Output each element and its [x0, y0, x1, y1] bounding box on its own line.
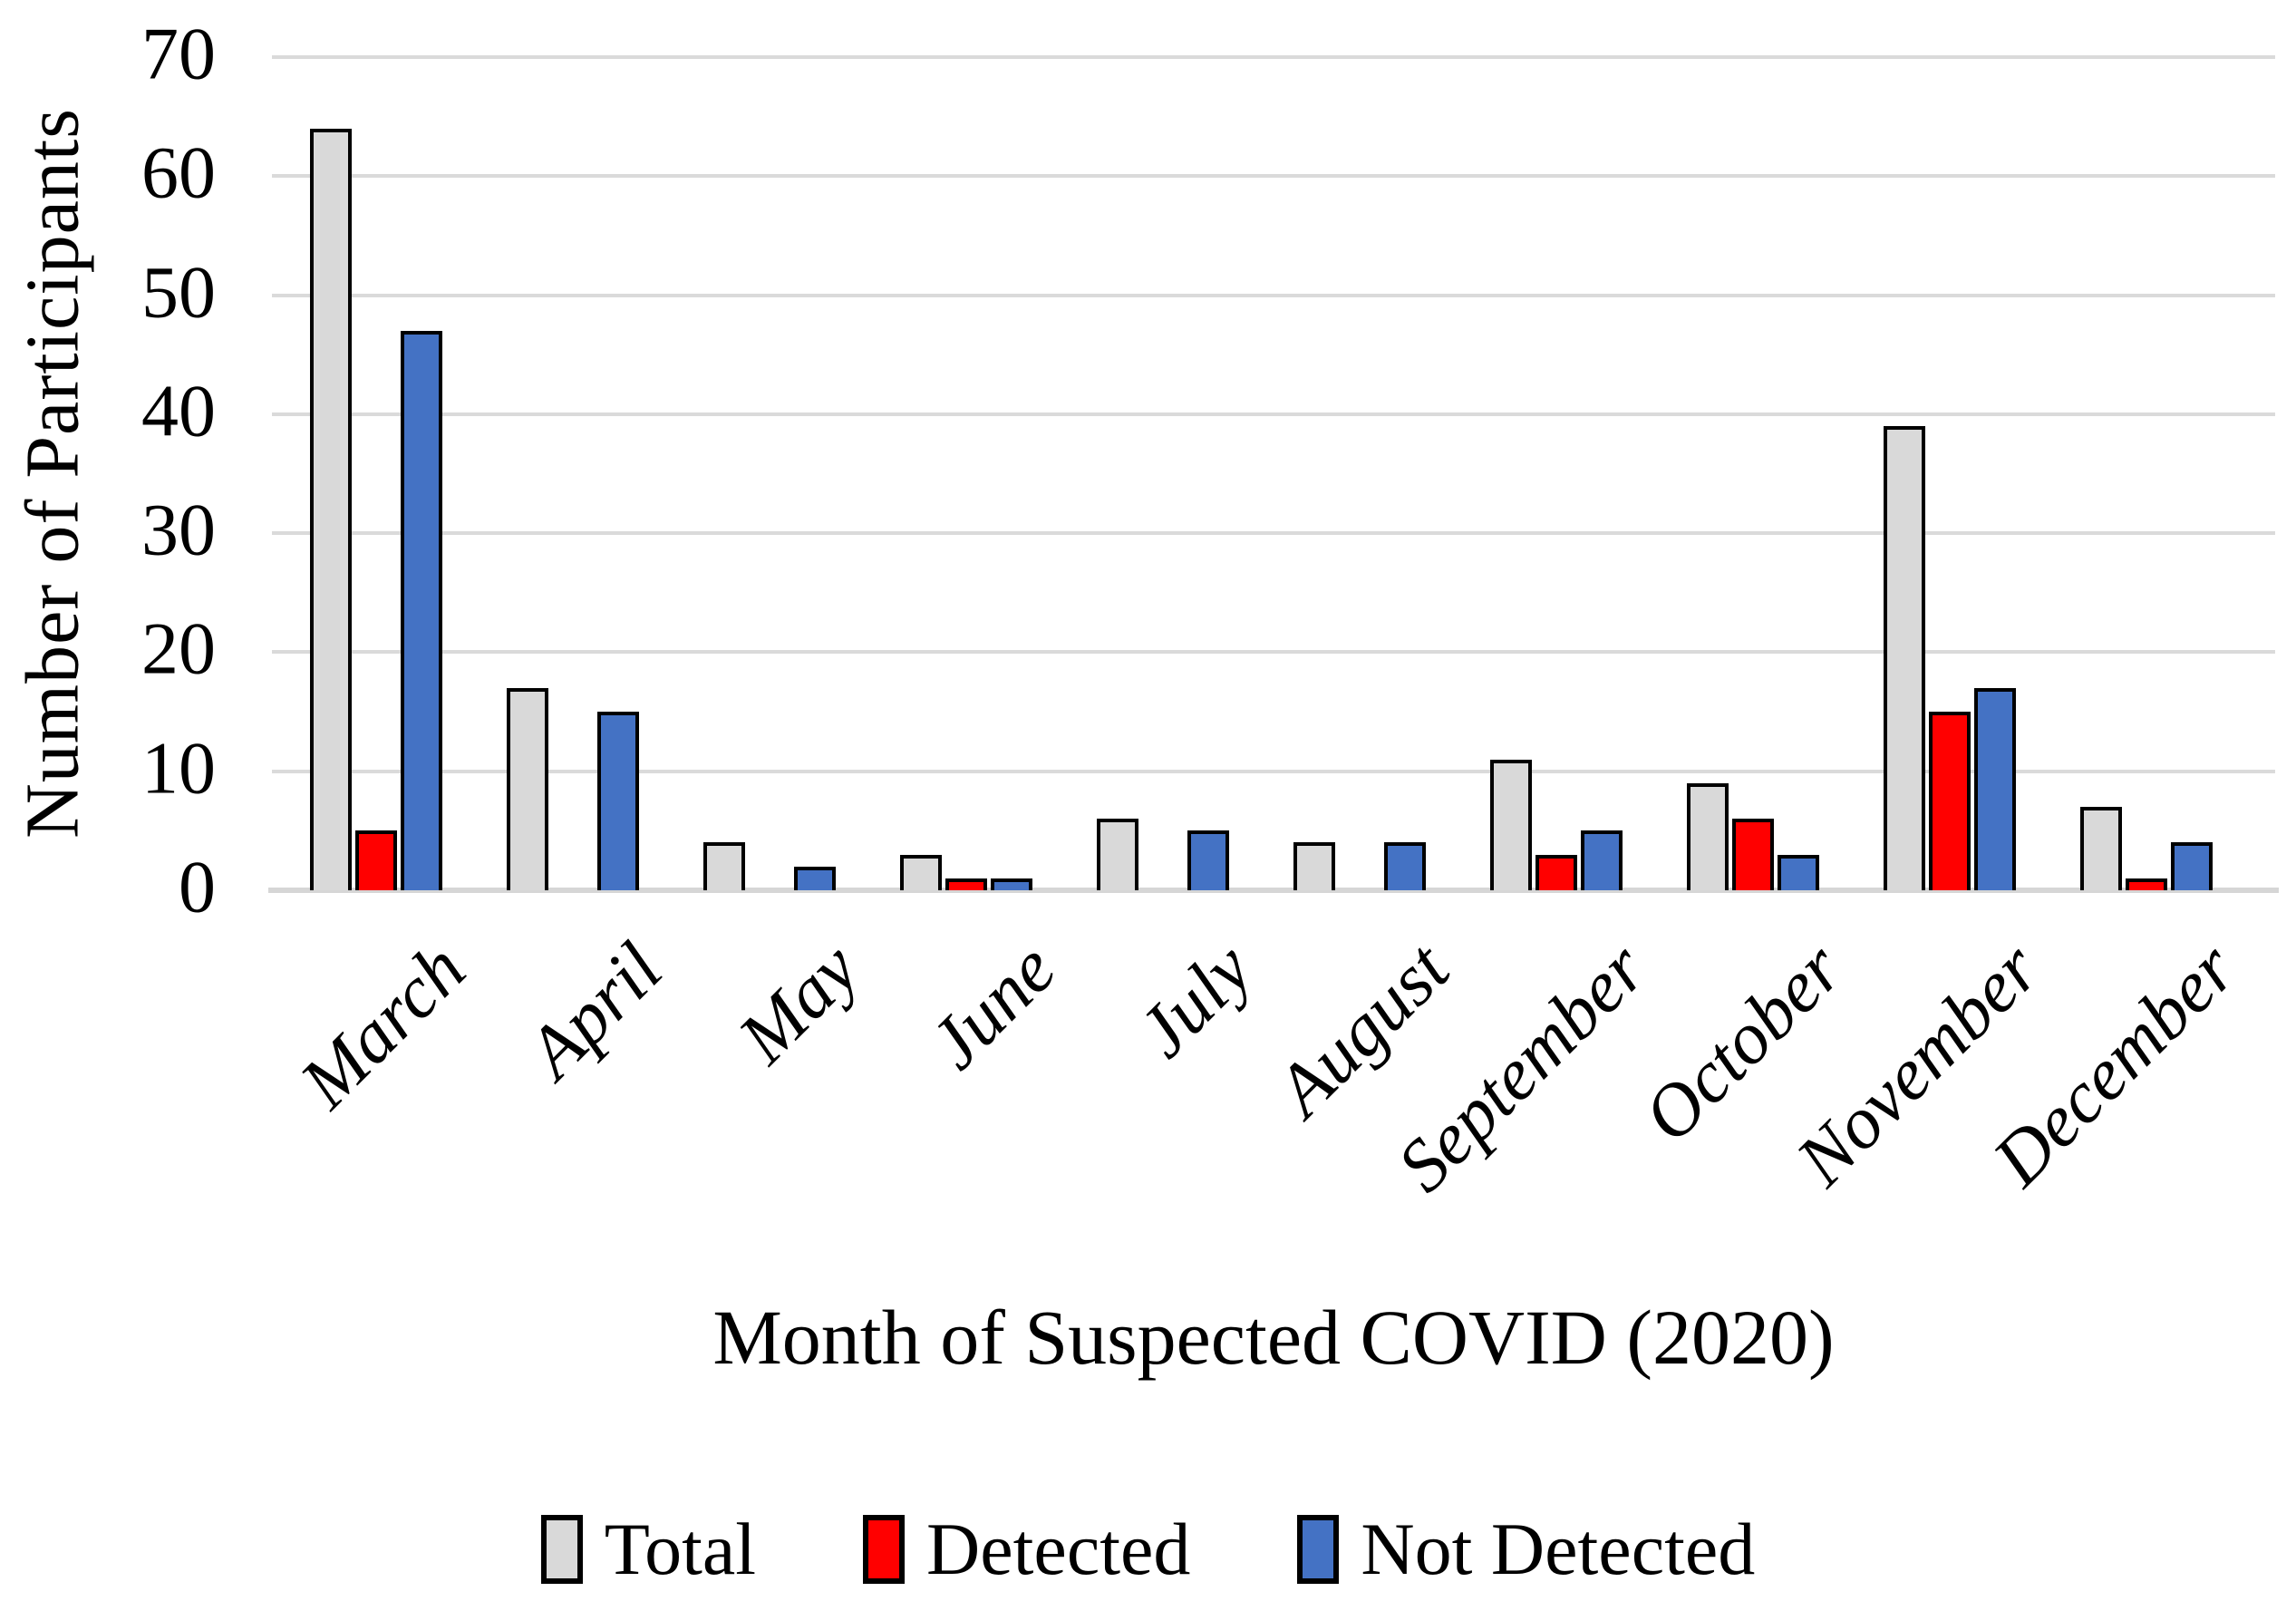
bar-not-detected [794, 867, 836, 890]
bar-detected [945, 878, 987, 890]
x-tick-label: May [722, 927, 875, 1079]
x-axis-title: Month of Suspected COVID (2020) [712, 1294, 1835, 1381]
legend-swatch [863, 1515, 906, 1584]
y-tick-label: 30 [141, 488, 216, 571]
y-tick-label: 20 [141, 607, 216, 691]
bar-total [1097, 819, 1138, 890]
grid-line [272, 412, 2275, 416]
grid-line [272, 531, 2275, 536]
y-tick-label: 70 [141, 12, 216, 95]
grid-line [272, 55, 2275, 59]
plot-area [268, 55, 2279, 893]
bar-total [1687, 783, 1729, 890]
bar-detected [355, 830, 397, 890]
y-tick-label: 0 [179, 845, 216, 928]
bar-not-detected [1581, 830, 1623, 890]
x-tick-label: April [511, 927, 678, 1094]
bar-detected [1929, 712, 1971, 890]
y-tick-label: 40 [141, 369, 216, 452]
bar-total [1293, 842, 1335, 890]
x-tick-label: July [1121, 927, 1268, 1073]
legend-swatch [1297, 1515, 1340, 1584]
bar-not-detected [2171, 842, 2213, 890]
grid-line [272, 293, 2275, 297]
x-tick-label: March [285, 927, 481, 1124]
bar-not-detected [1974, 688, 2016, 890]
bar-detected [2126, 878, 2167, 890]
y-tick-label: 10 [141, 726, 216, 810]
bar-not-detected [1187, 830, 1229, 890]
bar-total [1884, 426, 1925, 890]
bar-total [310, 129, 352, 890]
bar-total [507, 688, 548, 890]
legend-item: Not Detected [1297, 1512, 1755, 1587]
grid-line [272, 174, 2275, 179]
y-axis-title: Number of Participants [10, 108, 95, 839]
bar-detected [1536, 855, 1577, 890]
legend: Total Detected Not Detected [0, 1512, 2296, 1587]
bar-not-detected [1384, 842, 1426, 890]
bar-not-detected [597, 712, 639, 890]
bar-not-detected [991, 878, 1032, 890]
legend-label: Total [604, 1508, 757, 1590]
grid-line [272, 650, 2275, 655]
bar-not-detected [401, 331, 442, 890]
bar-detected [1732, 819, 1774, 890]
bar-total [2080, 807, 2122, 890]
legend-item: Total [540, 1508, 757, 1590]
bar-total [900, 855, 942, 890]
y-tick-label: 60 [141, 131, 216, 215]
legend-label: Not Detected [1361, 1508, 1756, 1590]
legend-swatch [540, 1515, 583, 1584]
x-tick-label: June [914, 927, 1071, 1085]
y-tick-label: 50 [141, 250, 216, 334]
legend-item: Detected [863, 1512, 1190, 1587]
bar-total [1490, 760, 1532, 890]
x-axis-line [268, 888, 2279, 893]
bar-total [703, 842, 745, 890]
grid-line [272, 769, 2275, 773]
bar-not-detected [1778, 855, 1819, 890]
legend-label: Detected [926, 1508, 1191, 1590]
